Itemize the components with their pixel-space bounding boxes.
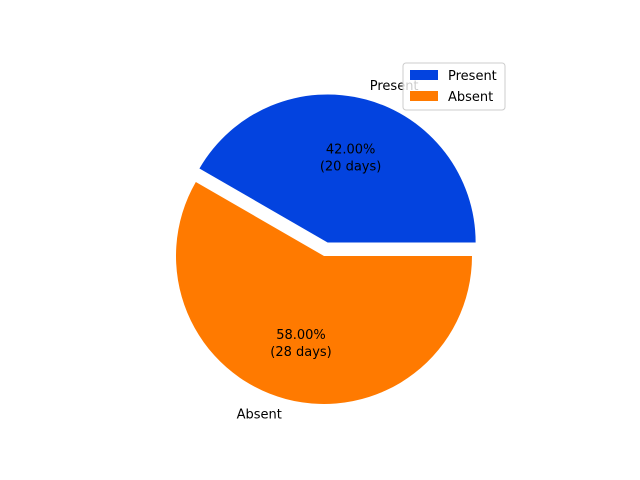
legend-swatch-present: [410, 70, 438, 80]
legend-swatch-absent: [410, 91, 438, 101]
pie-slice-present: [199, 94, 476, 243]
slice-days-present: (20 days): [320, 160, 382, 175]
slice-days-absent: (28 days): [270, 345, 332, 360]
slice-label-absent: Absent: [237, 407, 282, 422]
pie-slices: [175, 94, 476, 405]
legend-label-present: Present: [448, 69, 497, 84]
legend-label-absent: Absent: [448, 90, 493, 105]
pie-slice-absent: [175, 182, 472, 405]
slice-percent-absent: 58.00%: [276, 328, 326, 343]
legend: Present Absent: [402, 62, 506, 111]
slice-percent-present: 42.00%: [326, 143, 376, 158]
